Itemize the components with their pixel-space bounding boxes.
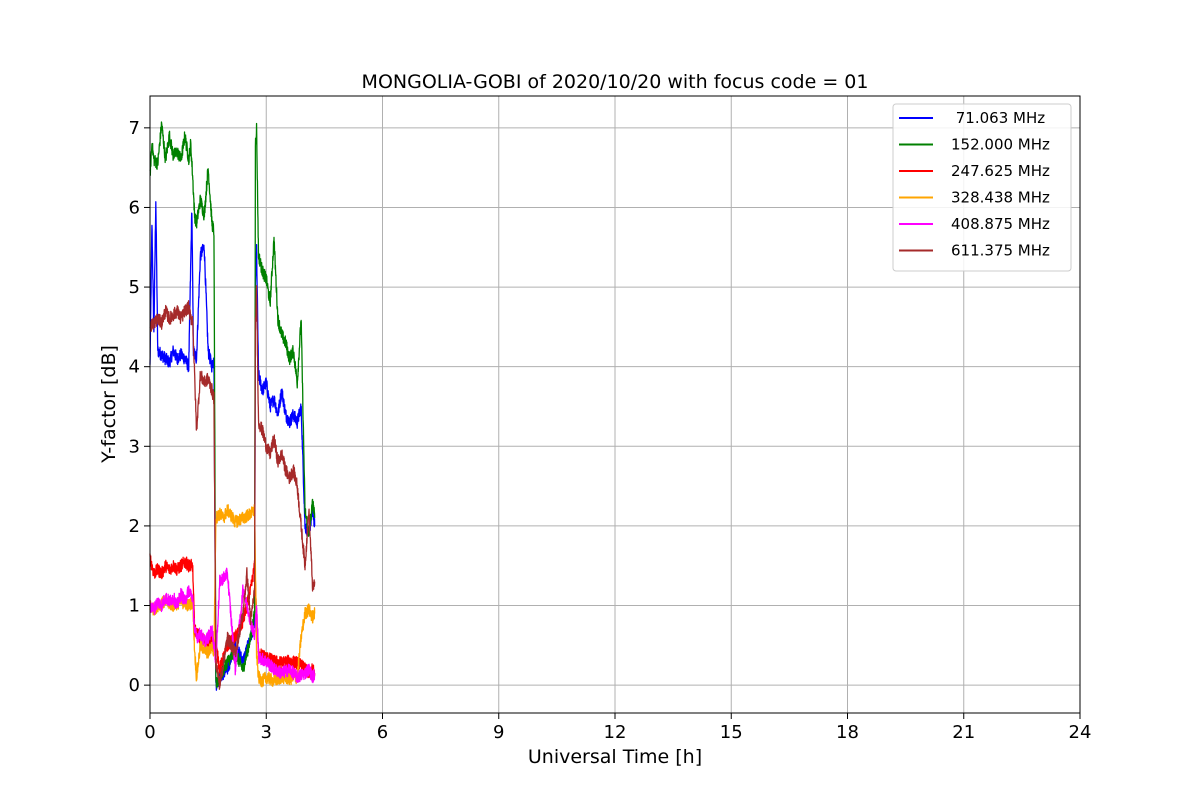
legend-entry-label: 247.625 MHz <box>951 162 1050 180</box>
legend-entry-label: 71.063 MHz <box>951 109 1045 127</box>
x-tick-label: 15 <box>720 722 743 743</box>
legend-entry-label: 611.375 MHz <box>951 242 1050 260</box>
legend-box <box>892 103 1072 272</box>
x-axis-label: Universal Time [h] <box>528 746 702 768</box>
y-tick-label: 3 <box>129 436 140 457</box>
series-layer <box>149 121 316 691</box>
x-tick-label: 12 <box>604 722 627 743</box>
legend-entry-label: 328.438 MHz <box>951 189 1050 207</box>
x-tick-label: 18 <box>836 722 859 743</box>
x-tick-label: 9 <box>493 722 504 743</box>
y-tick-label: 2 <box>129 516 140 537</box>
y-axis-label: Y-factor [dB] <box>98 345 120 464</box>
y-tick-label: 6 <box>129 197 140 218</box>
x-tick-label: 0 <box>144 722 155 743</box>
legend-entry-label: 408.875 MHz <box>951 215 1050 233</box>
series-line-4 <box>149 567 316 684</box>
series-line-5 <box>149 285 316 690</box>
y-tick-label: 0 <box>129 675 140 696</box>
legend-entry-label: 152.000 MHz <box>951 136 1050 154</box>
chart-title: MONGOLIA-GOBI of 2020/10/20 with focus c… <box>362 71 869 93</box>
legend: 71.063 MHz 152.000 MHz 247.625 MHz 328.438 … <box>892 103 1072 272</box>
y-tick-label: 5 <box>129 277 140 298</box>
y-tick-label: 1 <box>129 596 140 617</box>
x-tick-label: 21 <box>952 722 975 743</box>
x-tick-label: 3 <box>261 722 272 743</box>
x-tick-label: 24 <box>1069 722 1092 743</box>
x-tick-label: 6 <box>377 722 388 743</box>
y-tick-label: 7 <box>129 118 140 139</box>
y-tick-label: 4 <box>129 357 140 378</box>
